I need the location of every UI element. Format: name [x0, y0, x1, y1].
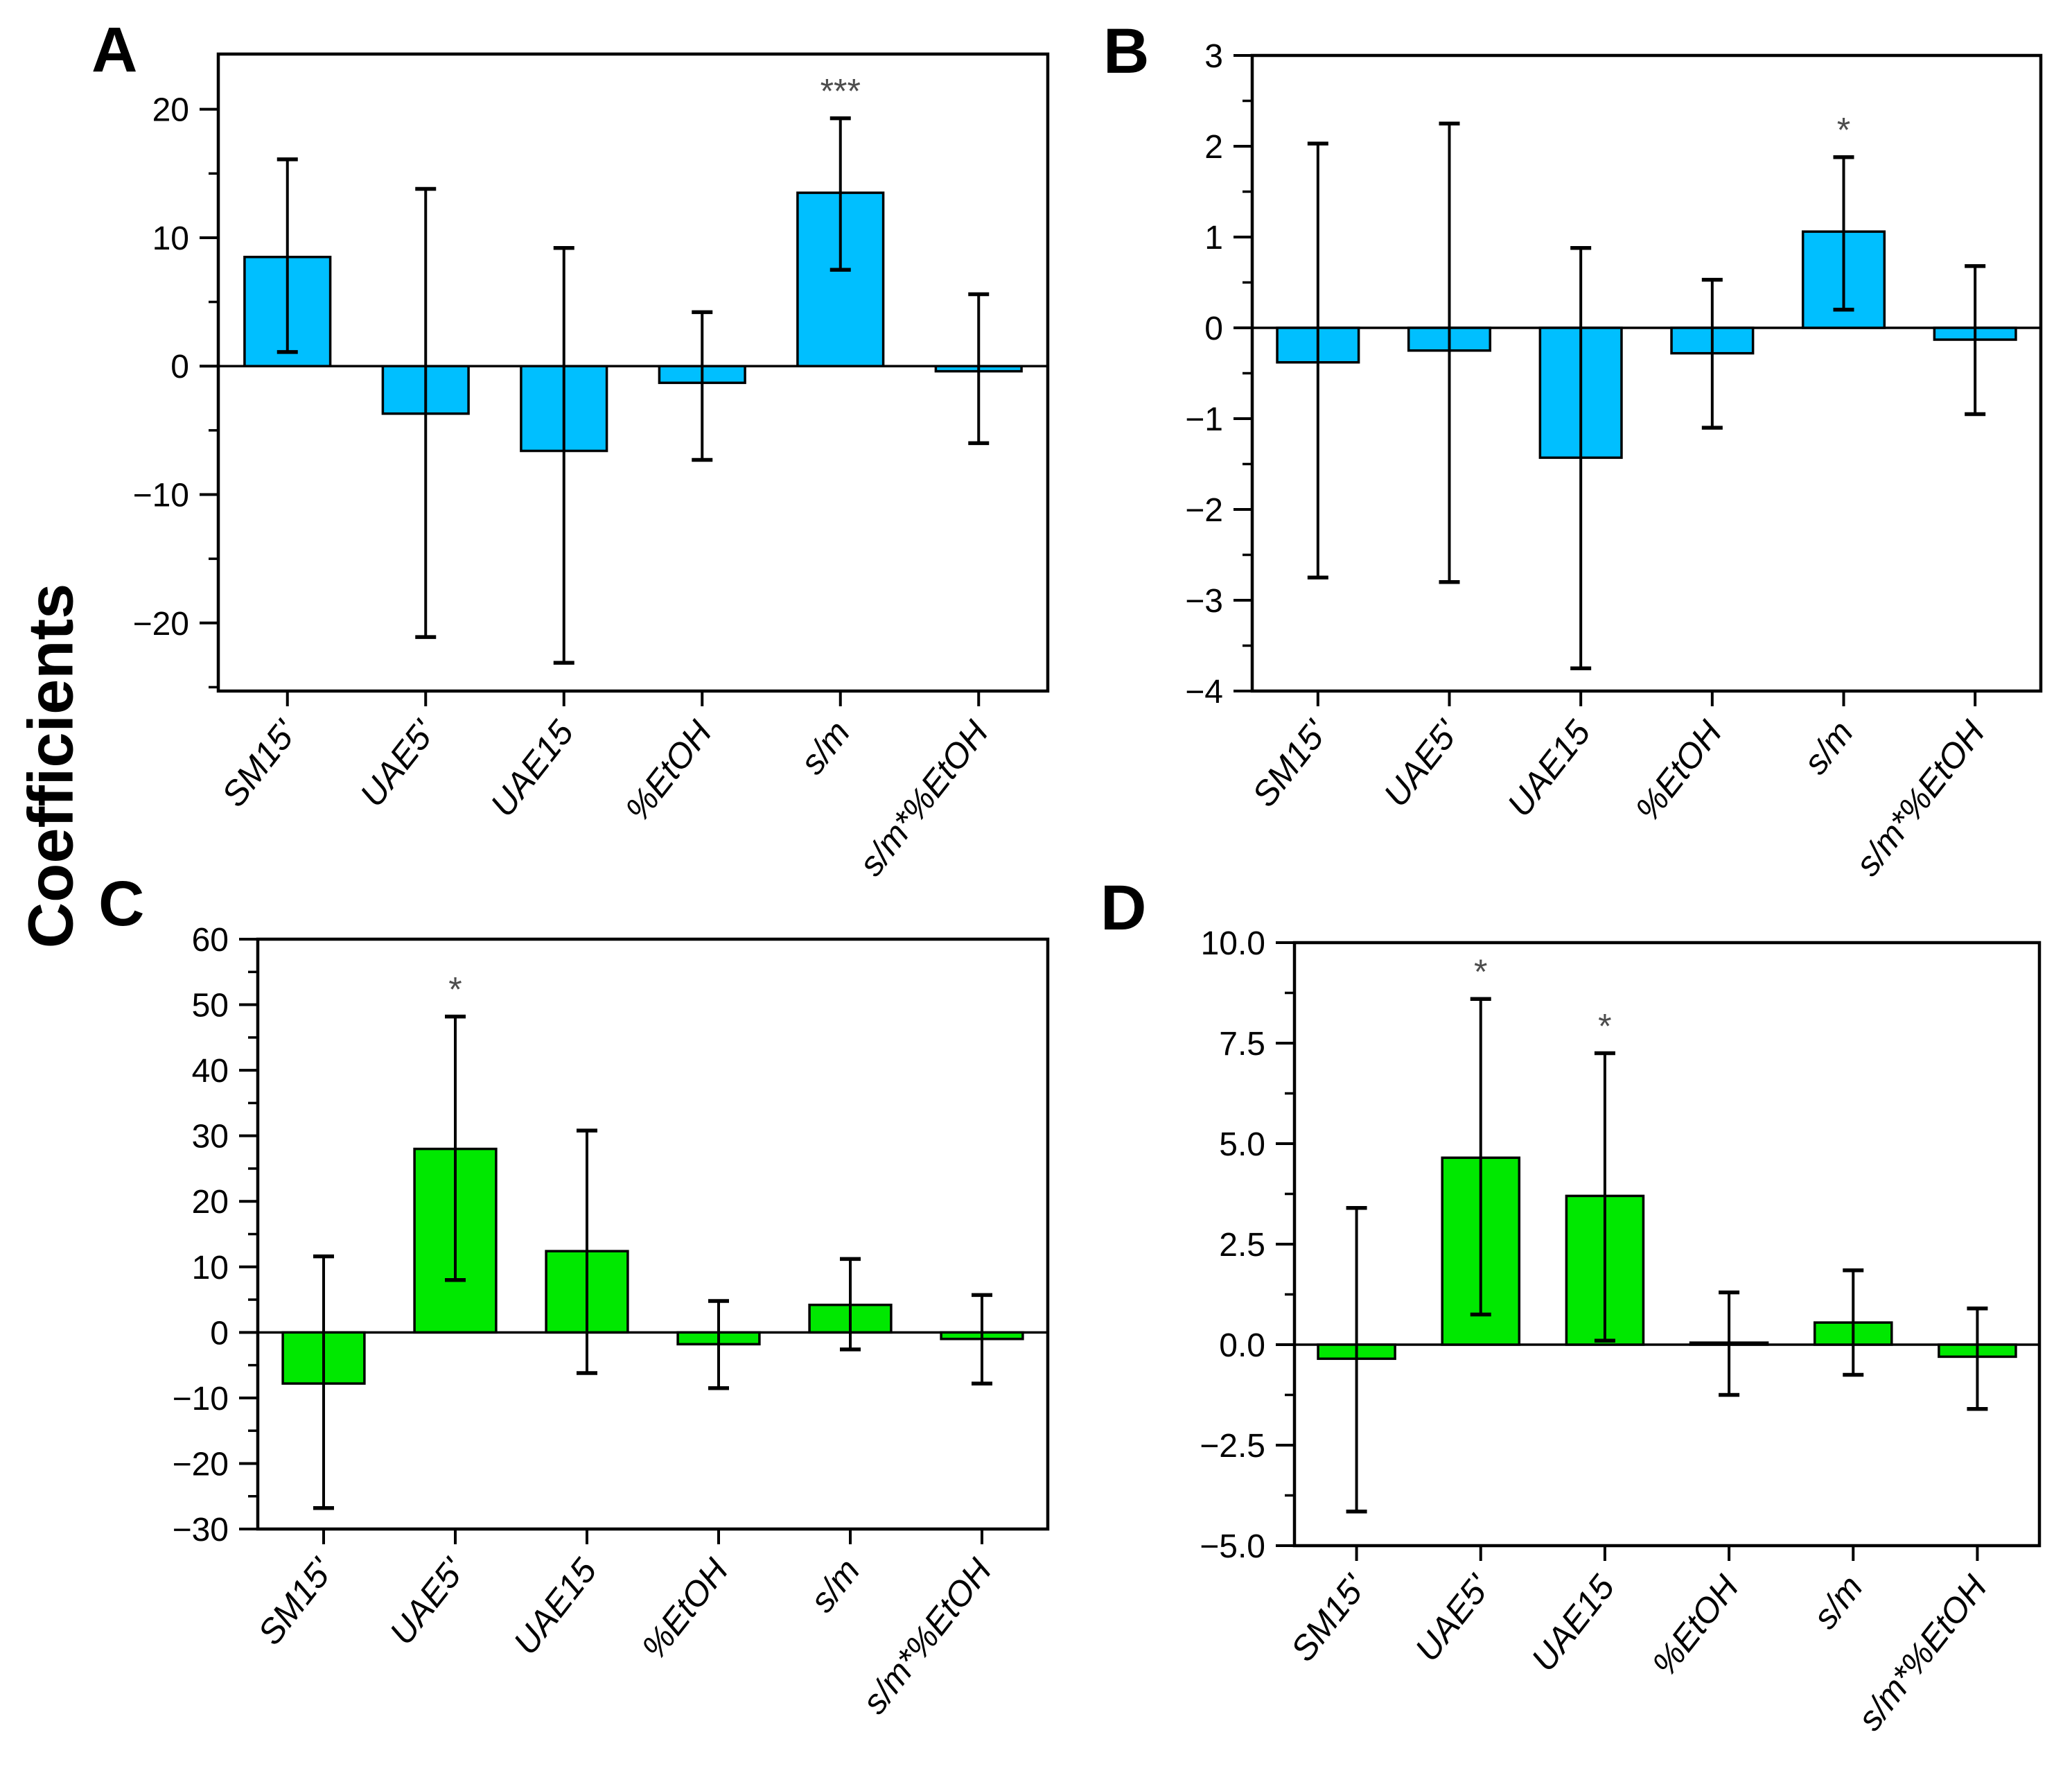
- y-tick-label: −5.0: [1200, 1528, 1265, 1565]
- x-category-label: UAE15: [483, 713, 581, 823]
- y-tick-label: −2.5: [1200, 1428, 1265, 1465]
- y-tick-label: −20: [133, 606, 189, 643]
- y-tick-label: −4: [1185, 674, 1223, 710]
- y-tick-label: 0: [1204, 311, 1223, 347]
- x-category-label: %EtOH: [634, 1551, 736, 1667]
- y-tick-label: 3: [1204, 38, 1223, 75]
- y-tick-label: 0: [210, 1315, 229, 1352]
- x-category-label: s/m*%EtOH: [1850, 1568, 1995, 1738]
- x-category-label: s/m*%EtOH: [854, 1551, 999, 1721]
- y-tick-label: −20: [173, 1446, 229, 1483]
- x-category-label: s/m*%EtOH: [1848, 713, 1993, 883]
- x-category-label: SM15': [1283, 1567, 1374, 1668]
- y-tick-label: 2: [1204, 129, 1223, 166]
- x-category-label: s/m: [1796, 713, 1861, 781]
- axis-frame: [1250, 53, 2043, 693]
- x-category-label: SM15': [250, 1551, 341, 1652]
- axis-frame: [1292, 941, 2042, 1548]
- y-tick-label: −30: [173, 1512, 229, 1548]
- x-category-label: s/m: [802, 1551, 868, 1619]
- panel-a: −20 −10 0 10 20 SM15' UAE5' UAE15 %EtOH *** s/ms/m…: [133, 52, 1050, 883]
- x-category-label: s/m: [793, 713, 858, 781]
- x-category-label: %EtOH: [1628, 713, 1730, 829]
- y-tick-label: 10: [192, 1250, 229, 1286]
- panel-label-a: A: [91, 15, 138, 85]
- y-tick-label: −3: [1185, 583, 1223, 620]
- x-category-label: UAE5': [352, 713, 443, 814]
- significance-marker: *: [1474, 952, 1487, 991]
- y-tick-label: −2: [1185, 492, 1223, 529]
- panel-d: −5.0 −2.5 0.0 2.5 5.0 7.5 10.0 SM15' * UAE5' * UAE1…: [1200, 925, 2042, 1738]
- panel-c: −30 −20 −10 0 10 20 30 40 50 60 SM15' * UAE5' UAE15 %E…: [173, 922, 1050, 1721]
- panel-b: −4 −3 −2 −1 0 1 2 3 SM15' UAE5' UAE15 %EtOH * s/ms/m*…: [1185, 38, 2043, 883]
- axis-frame: [256, 937, 1050, 1531]
- panel-label-b: B: [1103, 16, 1150, 87]
- y-tick-label: 10: [152, 220, 189, 257]
- y-tick-label: 20: [152, 92, 189, 129]
- y-tick-label: −10: [133, 478, 189, 514]
- y-tick-label: 30: [192, 1119, 229, 1155]
- x-category-label: %EtOH: [1644, 1568, 1746, 1684]
- y-tick-label: 0.0: [1219, 1327, 1265, 1364]
- x-category-label: UAE5': [382, 1551, 473, 1652]
- panel-label-c: C: [98, 868, 145, 939]
- x-category-label: s/m: [1805, 1568, 1870, 1636]
- x-category-label: UAE5': [1376, 713, 1467, 814]
- significance-marker: ***: [820, 72, 861, 111]
- y-tick-label: 50: [192, 988, 229, 1024]
- y-tick-label: 2.5: [1219, 1227, 1265, 1264]
- significance-marker: *: [1837, 111, 1850, 150]
- panel-label-d: D: [1100, 873, 1147, 943]
- x-category-label: UAE15: [1500, 713, 1598, 823]
- y-tick-label: 1: [1204, 220, 1223, 256]
- y-tick-label: −1: [1185, 401, 1223, 438]
- significance-marker: *: [448, 970, 462, 1009]
- y-tick-label: −10: [173, 1381, 229, 1417]
- x-category-label: %EtOH: [617, 713, 719, 829]
- y-tick-label: 10.0: [1201, 925, 1265, 962]
- y-tick-label: 0: [170, 349, 189, 385]
- x-category-label: UAE5': [1407, 1567, 1498, 1668]
- significance-marker: *: [1598, 1007, 1611, 1046]
- x-category-label: UAE15: [506, 1551, 604, 1661]
- y-tick-label: 7.5: [1219, 1026, 1265, 1063]
- y-tick-label: 40: [192, 1053, 229, 1090]
- y-tick-label: 5.0: [1219, 1126, 1265, 1163]
- y-tick-label: 20: [192, 1184, 229, 1221]
- x-category-label: SM15': [1245, 713, 1335, 814]
- axis-frame: [216, 52, 1050, 693]
- x-category-label: UAE15: [1524, 1568, 1622, 1678]
- x-category-label: SM15': [214, 713, 305, 814]
- x-category-label: s/m*%EtOH: [852, 713, 997, 883]
- y-tick-label: 60: [192, 922, 229, 959]
